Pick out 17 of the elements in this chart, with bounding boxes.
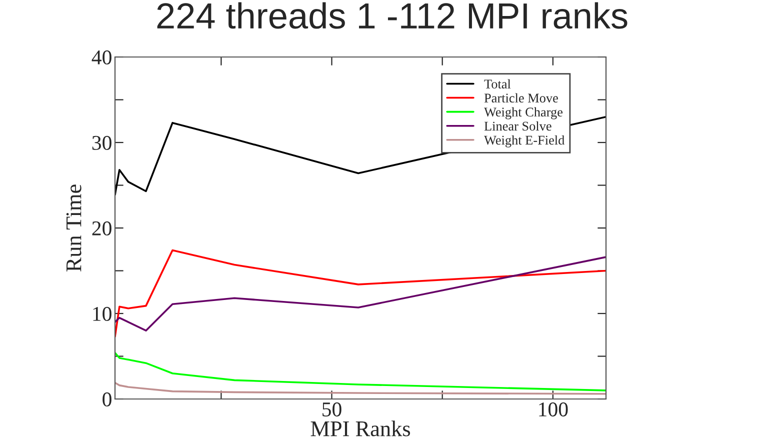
line-series <box>115 382 606 395</box>
y-tick-label: 10 <box>93 306 112 321</box>
x-tick-label: 50 <box>322 402 342 416</box>
x-axis-title: MPI Ranks <box>310 420 410 436</box>
legend-label: Particle Move <box>484 93 558 103</box>
legend-label: Weight Charge <box>484 107 563 120</box>
x-tick-label: 100 <box>539 402 568 416</box>
y-tick-label: 20 <box>92 221 112 236</box>
y-tick-label: 0 <box>102 392 112 406</box>
y-tick-label: 40 <box>92 50 112 64</box>
y-tick-label: 30 <box>92 136 112 150</box>
legend-label: Weight E-Field <box>484 135 565 148</box>
legend-label: Total <box>484 79 511 88</box>
legend-label: Linear Solve <box>484 121 552 131</box>
y-axis-title: Run Time <box>66 184 82 272</box>
line-series <box>115 352 606 392</box>
chart-title: 224 threads 1 -112 MPI ranks <box>157 2 628 29</box>
